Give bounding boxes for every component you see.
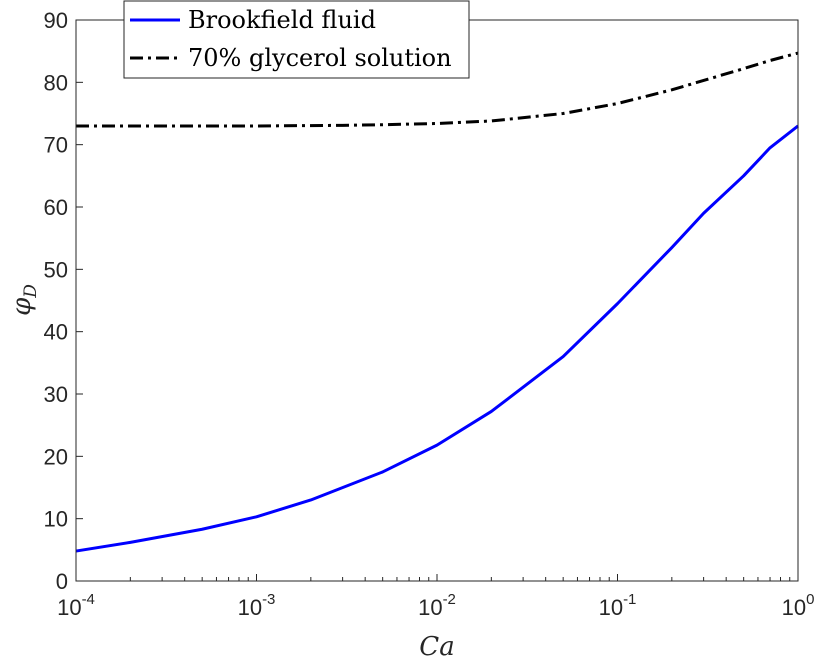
x-tick-label: 100 bbox=[782, 591, 815, 620]
x-tick-exponent: -3 bbox=[262, 591, 275, 608]
plot-area bbox=[76, 20, 798, 581]
y-tick-label: 70 bbox=[44, 133, 68, 158]
legend: Brookfield fluid 70% glycerol solution bbox=[123, 0, 470, 79]
y-tick-label: 10 bbox=[44, 507, 68, 532]
x-tick-base: 10 bbox=[782, 595, 806, 620]
x-tick-base: 10 bbox=[599, 595, 623, 620]
y-axis-title: φD bbox=[7, 284, 41, 316]
x-tick-label: 10-4 bbox=[57, 591, 95, 620]
x-tick-exponent: -4 bbox=[82, 591, 95, 608]
y-axis-title-base: φ bbox=[7, 297, 37, 316]
y-axis-ticks: 0 10 20 30 40 50 60 70 80 90 bbox=[44, 8, 83, 594]
x-tick-label: 10-3 bbox=[238, 591, 276, 620]
series-layer bbox=[75, 51, 799, 553]
x-tick-base: 10 bbox=[418, 595, 442, 620]
series-line-1 bbox=[76, 51, 799, 128]
x-tick-exponent: -1 bbox=[623, 591, 636, 608]
x-tick-label: 10-2 bbox=[418, 591, 456, 620]
y-tick-label: 50 bbox=[44, 257, 68, 282]
x-tick-exponent: -2 bbox=[443, 591, 456, 608]
y-tick-label: 60 bbox=[44, 195, 68, 220]
x-tick-exponent: 0 bbox=[806, 591, 814, 608]
x-tick-base: 10 bbox=[57, 595, 81, 620]
y-tick-label: 90 bbox=[44, 8, 68, 33]
x-tick-base: 10 bbox=[238, 595, 262, 620]
legend-label-brookfield: Brookfield fluid bbox=[188, 6, 376, 34]
y-axis-title-subscript: D bbox=[21, 284, 41, 299]
x-axis-ticks: 10-4 10-3 10-2 10-1 100 bbox=[57, 574, 814, 620]
y-tick-label: 40 bbox=[44, 320, 68, 345]
legend-label-glycerol: 70% glycerol solution bbox=[188, 44, 452, 72]
y-tick-label: 0 bbox=[56, 569, 68, 594]
y-tick-label: 80 bbox=[44, 70, 68, 95]
x-axis-title: Ca bbox=[419, 632, 454, 662]
legend-box bbox=[123, 0, 470, 79]
x-tick-label: 10-1 bbox=[599, 591, 637, 620]
y-tick-label: 20 bbox=[44, 444, 68, 469]
series-line-0 bbox=[75, 124, 799, 553]
y-tick-label: 30 bbox=[44, 382, 68, 407]
